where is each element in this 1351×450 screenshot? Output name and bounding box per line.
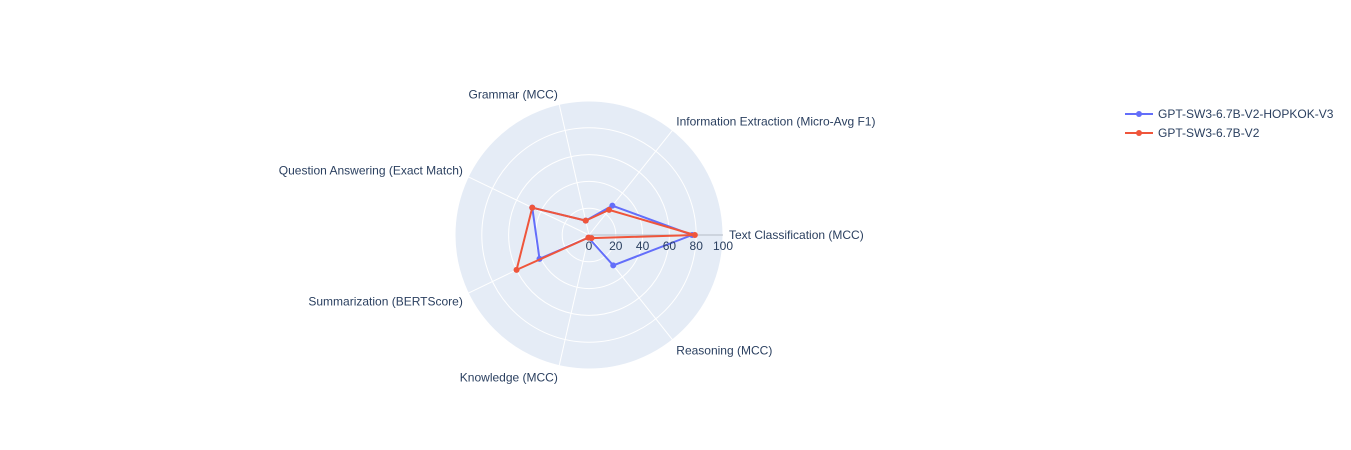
radial-tick-label: 20 — [609, 239, 623, 253]
data-point[interactable] — [691, 232, 698, 238]
angular-gridline — [468, 176, 590, 236]
legend-marker — [1136, 111, 1142, 117]
legend-label: GPT-SW3-6.7B-V2-HOPKOK-V3 — [1158, 107, 1334, 121]
angular-gridline — [588, 129, 673, 236]
angular-axis-label: Knowledge (MCC) — [460, 370, 558, 384]
radial-tick-labels: 0 20 40 60 80 100 — [586, 239, 734, 253]
angular-axis-label: Reasoning (MCC) — [676, 343, 772, 357]
data-point[interactable] — [513, 266, 520, 273]
series-layer — [513, 202, 698, 273]
data-point[interactable] — [529, 204, 536, 211]
radial-tick-label: 80 — [690, 239, 704, 253]
radial-tick-label: 100 — [713, 239, 733, 253]
legend-label: GPT-SW3-6.7B-V2 — [1158, 126, 1260, 140]
legend[interactable]: GPT-SW3-6.7B-V2-HOPKOK-V3 GPT-SW3-6.7B-V2 — [1125, 107, 1334, 140]
data-point[interactable] — [582, 217, 589, 224]
angular-gridline — [558, 104, 590, 236]
legend-item[interactable]: GPT-SW3-6.7B-V2-HOPKOK-V3 — [1125, 107, 1334, 121]
angular-axis-label: Question Answering (Exact Match) — [279, 163, 463, 177]
data-point[interactable] — [609, 202, 616, 209]
angular-axis-label: Information Extraction (Micro-Avg F1) — [676, 115, 875, 129]
radial-tick-label: 60 — [663, 239, 677, 253]
series-1 — [513, 204, 698, 273]
legend-marker — [1136, 130, 1142, 136]
radial-tick-label: 0 — [586, 239, 593, 253]
angular-axis-label: Text Classification (MCC) — [729, 228, 864, 242]
radial-tick-label: 40 — [636, 239, 650, 253]
legend-item[interactable]: GPT-SW3-6.7B-V2 — [1125, 126, 1260, 140]
angular-gridline — [558, 234, 590, 366]
data-point[interactable] — [588, 235, 595, 242]
data-point[interactable] — [610, 262, 617, 269]
angular-axis-label: Summarization (BERTScore) — [308, 295, 463, 309]
angular-axis-label: Grammar (MCC) — [469, 88, 558, 102]
angular-axis-labels: Text Classification (MCC) Information Ext… — [279, 88, 876, 385]
data-point[interactable] — [606, 206, 613, 213]
